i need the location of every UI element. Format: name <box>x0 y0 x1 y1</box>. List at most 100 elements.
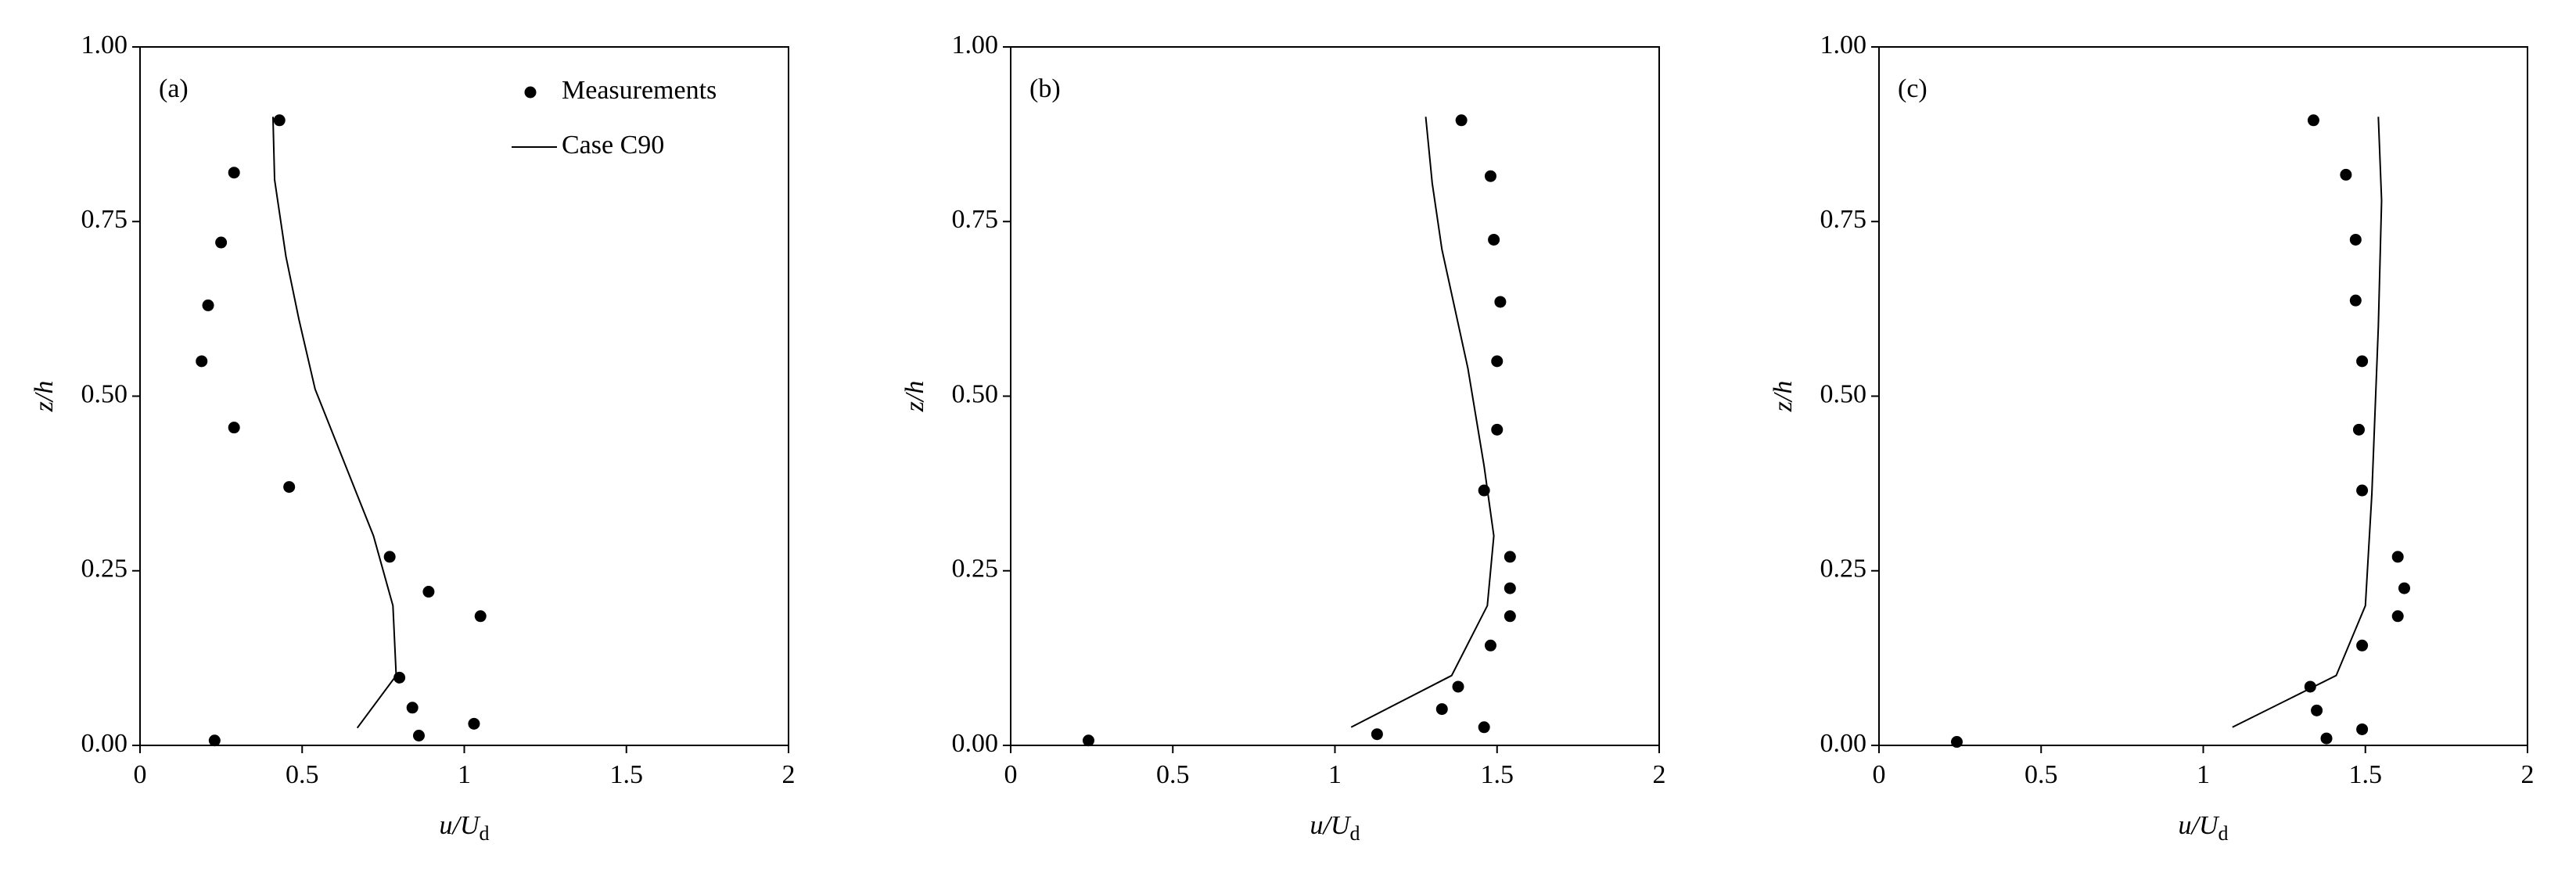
y-tick-label: 0.75 <box>81 205 128 234</box>
x-axis-label-text: u/U <box>1310 811 1352 840</box>
data-point <box>1950 736 1963 749</box>
x-tick-label: 0 <box>134 760 147 789</box>
y-tick-label: 0.25 <box>952 555 999 583</box>
y-tick-label: 0.00 <box>952 729 999 758</box>
data-point <box>1494 296 1507 308</box>
data-point <box>2356 484 2369 497</box>
x-axis-label: u/Ud <box>440 811 490 845</box>
legend-label: Measurements <box>562 76 717 105</box>
data-point <box>2340 168 2352 181</box>
y-tick-label: 0.50 <box>81 379 128 408</box>
data-point <box>2311 704 2323 716</box>
data-point <box>1504 610 1516 623</box>
x-tick-label: 0 <box>1873 760 1886 789</box>
data-point <box>2320 732 2333 745</box>
x-axis-label-subscript: d <box>480 822 490 845</box>
data-point <box>1371 728 1383 741</box>
data-point <box>2349 233 2362 246</box>
series-line <box>1350 117 1495 728</box>
data-point <box>1488 233 1500 246</box>
plot-frame <box>1010 46 1660 746</box>
y-tick-label: 1.00 <box>1820 31 1867 59</box>
data-point <box>1504 582 1516 594</box>
data-point <box>1484 170 1496 182</box>
data-point <box>283 481 296 494</box>
x-axis-label-text: u/U <box>440 811 481 840</box>
x-tick-label: 1.5 <box>1481 760 1514 789</box>
data-point <box>2349 294 2362 307</box>
x-tick-label: 0.5 <box>2025 760 2058 789</box>
data-point <box>215 236 228 249</box>
data-point <box>474 610 487 623</box>
data-point <box>2391 551 2404 563</box>
x-tick-label: 1 <box>2197 760 2210 789</box>
plot-frame <box>139 46 789 746</box>
data-point <box>2356 723 2369 735</box>
x-tick-label: 2 <box>1653 760 1666 789</box>
data-point <box>208 734 221 747</box>
data-point <box>1484 639 1496 652</box>
data-point <box>383 551 396 563</box>
data-point <box>2398 582 2410 594</box>
data-point <box>2356 355 2369 368</box>
plot-frame <box>1878 46 2528 746</box>
panel: 0.00 0.25 0.50 0.75 1.00 0 0.5 1 1.5 2 (a) u/Ud z/h M… <box>30 31 796 845</box>
data-point <box>202 299 214 311</box>
data-point <box>273 114 286 127</box>
legend-marker <box>524 86 537 99</box>
data-point <box>2356 639 2369 652</box>
y-tick-label: 1.00 <box>952 31 999 59</box>
x-axis-label-subscript: d <box>1350 822 1360 845</box>
panel-label: (c) <box>1898 74 1928 103</box>
x-tick-label: 1 <box>458 760 471 789</box>
panel: 0.00 0.25 0.50 0.75 1.00 0 0.5 1 1.5 2 (c) u/Ud z/h <box>1769 31 2535 845</box>
x-tick-label: 2 <box>2521 760 2535 789</box>
x-tick-label: 1 <box>1328 760 1342 789</box>
y-tick-label: 0.25 <box>81 555 128 583</box>
data-point <box>196 355 208 368</box>
data-point <box>1478 721 1490 734</box>
y-tick-label: 0.50 <box>1820 379 1867 408</box>
y-tick-label: 0.25 <box>1820 555 1867 583</box>
y-tick-label: 1.00 <box>81 31 128 59</box>
x-axis-label: u/Ud <box>1310 811 1360 845</box>
x-axis-label-text: u/U <box>2179 811 2220 840</box>
y-tick-label: 0.75 <box>952 205 999 234</box>
x-tick-label: 1.5 <box>2349 760 2383 789</box>
data-point <box>1435 703 1448 716</box>
data-point <box>228 167 240 179</box>
data-point <box>1452 680 1464 693</box>
series-line <box>271 117 397 729</box>
y-tick-label: 0.00 <box>1820 729 1867 758</box>
data-point <box>1455 114 1468 127</box>
data-point <box>412 729 425 741</box>
data-point <box>422 586 435 598</box>
y-tick-label: 0.75 <box>1820 205 1867 234</box>
y-tick-label: 0.00 <box>81 729 128 758</box>
data-point <box>2307 114 2319 127</box>
x-tick-label: 0.5 <box>1156 760 1190 789</box>
data-point <box>406 702 419 714</box>
panel-label: (b) <box>1029 74 1061 103</box>
x-axis-label-subscript: d <box>2219 822 2229 845</box>
y-axis-label: z/h <box>30 381 59 413</box>
data-point <box>1082 734 1094 747</box>
legend: Measurements Case C90 <box>512 76 717 160</box>
x-axis-label: u/Ud <box>2179 811 2229 845</box>
data-point <box>2391 610 2404 623</box>
data-point <box>1491 355 1504 368</box>
x-tick-label: 1.5 <box>610 760 644 789</box>
legend-label: Case C90 <box>562 131 664 160</box>
data-point <box>2352 423 2365 436</box>
series-line <box>2232 117 2383 728</box>
y-tick-label: 0.50 <box>952 379 999 408</box>
panel-label: (a) <box>159 74 189 103</box>
x-tick-label: 2 <box>782 760 796 789</box>
panel: 0.00 0.25 0.50 0.75 1.00 0 0.5 1 1.5 2 (b) u/Ud z/h <box>900 31 1666 845</box>
data-point <box>228 422 240 434</box>
data-point <box>1491 423 1504 436</box>
data-point <box>1504 551 1516 563</box>
x-tick-label: 0 <box>1004 760 1018 789</box>
data-point <box>468 717 480 730</box>
